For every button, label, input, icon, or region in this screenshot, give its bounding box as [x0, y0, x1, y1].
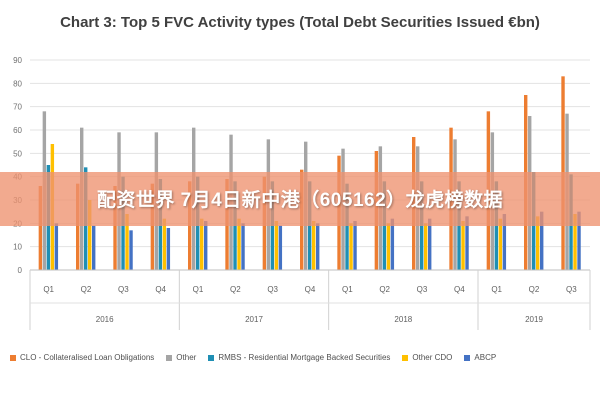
- bar-4-7: [316, 223, 320, 270]
- x-tick-label: Q2: [230, 285, 241, 294]
- group-label: 2016: [96, 315, 114, 324]
- legend-item: CLO - Collateralised Loan Obligations: [10, 353, 154, 362]
- bar-3-10: [424, 223, 428, 270]
- legend-item: RMBS - Residential Mortgage Backed Secur…: [208, 353, 390, 362]
- bar-3-2: [125, 214, 129, 270]
- x-tick-label: Q1: [43, 285, 54, 294]
- bar-4-9: [390, 218, 395, 270]
- bar-4-4: [204, 221, 208, 270]
- bar-3-6: [274, 221, 279, 270]
- bar-3-4: [200, 218, 204, 270]
- bar-3-11: [461, 221, 465, 270]
- x-tick-label: Q1: [193, 285, 204, 294]
- y-tick-label: 60: [13, 126, 22, 135]
- x-tick-label: Q2: [529, 285, 540, 294]
- bar-3-7: [312, 221, 316, 270]
- bar-3-12: [498, 218, 503, 270]
- bar-0-1: [76, 183, 80, 270]
- legend-swatch: [208, 354, 215, 361]
- bar-4-0: [54, 223, 59, 270]
- legend-swatch: [464, 354, 471, 361]
- legend-item: ABCP: [464, 353, 496, 362]
- y-tick-label: 10: [13, 243, 22, 252]
- bar-4-8: [353, 221, 357, 270]
- x-tick-label: Q3: [267, 285, 278, 294]
- watermark-banner: [0, 172, 600, 226]
- y-tick-label: 80: [13, 79, 22, 88]
- bar-2-8: [345, 183, 349, 270]
- group-label: 2017: [245, 315, 263, 324]
- bar-0-0: [38, 186, 43, 270]
- bar-3-8: [349, 223, 353, 270]
- bar-4-12: [502, 214, 507, 270]
- legend-swatch: [166, 354, 173, 361]
- bar-3-9: [386, 223, 391, 270]
- bar-0-2: [113, 186, 117, 270]
- y-tick-label: 70: [13, 103, 22, 112]
- legend-label: Other CDO: [412, 353, 453, 362]
- bar-3-3: [162, 218, 167, 270]
- bar-4-10: [428, 218, 432, 270]
- x-tick-label: Q3: [417, 285, 428, 294]
- bar-4-13: [540, 211, 544, 270]
- bar-4-2: [129, 230, 133, 270]
- x-tick-label: Q2: [379, 285, 390, 294]
- x-tick-label: Q2: [81, 285, 92, 294]
- bar-4-11: [465, 216, 469, 270]
- legend-item: Other: [166, 353, 196, 362]
- x-tick-label: Q4: [155, 285, 166, 294]
- y-tick-label: 0: [18, 266, 23, 275]
- bar-3-5: [237, 218, 241, 270]
- x-tick-label: Q4: [305, 285, 316, 294]
- legend-swatch: [10, 354, 16, 361]
- chart-legend: CLO - Collateralised Loan Obligations Oth…: [10, 353, 600, 362]
- x-tick-label: Q1: [491, 285, 502, 294]
- bar-4-6: [278, 225, 283, 270]
- legend-item: Other CDO: [402, 353, 452, 362]
- x-tick-label: Q4: [454, 285, 465, 294]
- bar-4-14: [577, 211, 581, 270]
- legend-label: Other: [176, 353, 197, 362]
- x-tick-label: Q3: [118, 285, 129, 294]
- banner-text: 配资世界 7月4日新中港（605162）龙虎榜数据: [96, 190, 504, 211]
- x-tick-label: Q3: [566, 285, 577, 294]
- bar-4-3: [166, 228, 171, 270]
- group-label: 2018: [394, 315, 412, 324]
- bar-3-1: [88, 200, 92, 270]
- legend-label: RMBS - Residential Mortgage Backed Secur…: [218, 353, 391, 362]
- bar-3-13: [536, 216, 540, 270]
- bar-4-5: [241, 223, 245, 270]
- group-label: 2019: [525, 315, 543, 324]
- bar-3-14: [573, 214, 577, 270]
- legend-label: CLO - Collateralised Loan Obligations: [20, 353, 155, 362]
- legend-label: ABCP: [474, 353, 497, 362]
- x-tick-label: Q1: [342, 285, 353, 294]
- legend-swatch: [402, 354, 409, 361]
- y-tick-label: 50: [13, 149, 22, 158]
- bar-4-1: [92, 225, 96, 270]
- bar-0-3: [150, 183, 155, 270]
- y-tick-label: 90: [13, 56, 22, 65]
- chart-title: Chart 3: Top 5 FVC Activity types (Total…: [60, 14, 540, 31]
